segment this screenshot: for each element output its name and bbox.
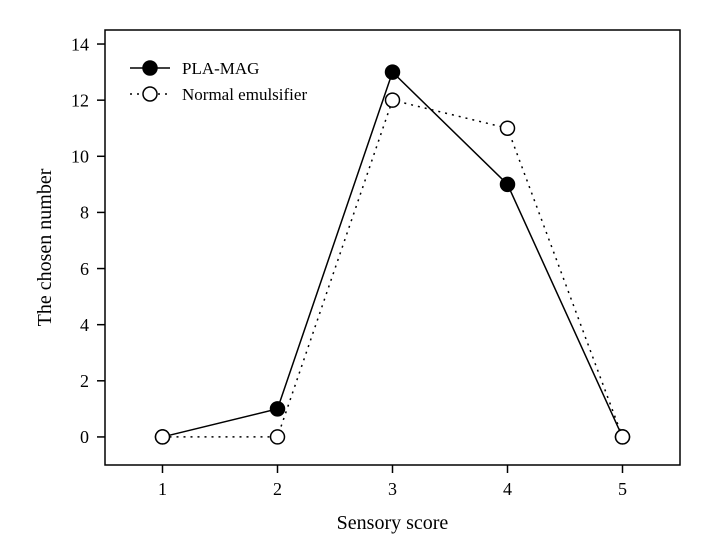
x-axis-title: Sensory score bbox=[337, 512, 449, 534]
legend-marker bbox=[143, 87, 157, 101]
series-marker bbox=[616, 430, 630, 444]
legend-marker bbox=[143, 61, 157, 75]
series-marker bbox=[156, 430, 170, 444]
y-tick-label: 6 bbox=[80, 259, 89, 279]
x-tick-label: 3 bbox=[388, 479, 397, 499]
chart-container: 1234502468101214Sensory scoreThe chosen … bbox=[0, 0, 723, 547]
series-marker bbox=[386, 65, 400, 79]
series-line bbox=[163, 100, 623, 437]
x-tick-label: 5 bbox=[618, 479, 627, 499]
series-line bbox=[163, 72, 623, 437]
x-tick-label: 4 bbox=[503, 479, 512, 499]
y-axis-title: The chosen number bbox=[34, 168, 56, 326]
series-marker bbox=[501, 121, 515, 135]
y-tick-label: 14 bbox=[71, 34, 89, 54]
legend-label: Normal emulsifier bbox=[182, 85, 307, 104]
line-chart: 1234502468101214Sensory scoreThe chosen … bbox=[0, 0, 723, 547]
series-marker bbox=[501, 177, 515, 191]
x-tick-label: 2 bbox=[273, 479, 282, 499]
x-tick-label: 1 bbox=[158, 479, 167, 499]
series-marker bbox=[271, 402, 285, 416]
y-tick-label: 0 bbox=[80, 427, 89, 447]
series-marker bbox=[271, 430, 285, 444]
y-tick-label: 12 bbox=[71, 90, 89, 110]
legend-label: PLA-MAG bbox=[182, 59, 259, 78]
y-tick-label: 10 bbox=[71, 147, 89, 167]
y-tick-label: 8 bbox=[80, 203, 89, 223]
y-tick-label: 2 bbox=[80, 371, 89, 391]
series-marker bbox=[386, 93, 400, 107]
y-tick-label: 4 bbox=[80, 315, 89, 335]
